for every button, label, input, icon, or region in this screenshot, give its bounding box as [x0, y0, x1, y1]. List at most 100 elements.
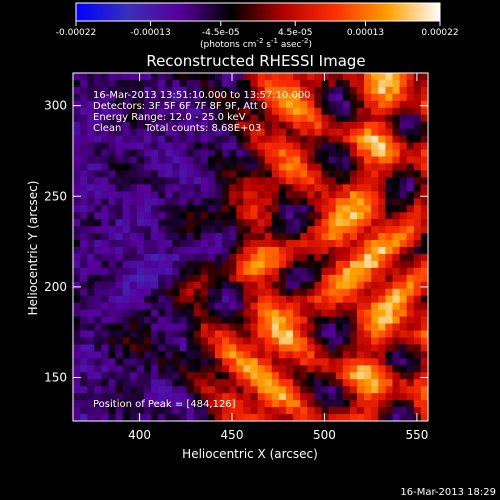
heatmap-cell [307, 219, 315, 227]
heatmap-cell [73, 372, 81, 380]
heatmap-cell [392, 114, 400, 123]
heatmap-cell [144, 142, 152, 150]
heatmap-cell [392, 177, 400, 185]
heatmap-cell [87, 156, 95, 164]
heatmap-cell [293, 358, 301, 366]
heatmap-cell [101, 240, 109, 248]
heatmap-cell [314, 100, 322, 109]
heatmap-cell [200, 407, 209, 415]
heatmap-cell [413, 247, 422, 255]
heatmap-cell [158, 86, 166, 95]
heatmap-cell [293, 414, 301, 421]
heatmap-cell [335, 267, 344, 276]
heatmap-cell [399, 205, 408, 213]
heatmap-cell [115, 219, 124, 227]
heatmap-cell [108, 393, 116, 401]
heatmap-cell [286, 309, 294, 317]
heatmap-cell [364, 393, 372, 401]
heatmap-cell [371, 100, 379, 109]
heatmap-cell [215, 309, 223, 317]
heatmap-cell [392, 267, 400, 276]
heatmap-cell [207, 184, 216, 192]
heatmap-cell [335, 135, 344, 143]
heatmap-cell [392, 170, 400, 178]
heatmap-cell [257, 114, 266, 123]
heatmap-cell [349, 267, 358, 276]
heatmap-cell [250, 233, 258, 241]
heatmap-cell [257, 323, 266, 331]
heatmap-cell [406, 302, 415, 311]
heatmap-cell [186, 93, 195, 102]
heatmap-cell [321, 379, 329, 387]
heatmap-cell [371, 260, 379, 269]
heatmap-cell [286, 295, 294, 304]
heatmap-cell [87, 121, 95, 130]
heatmap-cell [321, 253, 329, 262]
heatmap-cell [413, 288, 422, 297]
heatmap-cell [413, 400, 422, 408]
heatmap-cell [215, 100, 223, 109]
heatmap-cell [293, 212, 301, 220]
heatmap-cell [243, 198, 251, 206]
heatmap-cell [215, 156, 223, 164]
heatmap-cell [165, 226, 173, 234]
heatmap-cell [200, 233, 209, 241]
heatmap-cell [215, 233, 223, 241]
heatmap-cell [406, 73, 415, 81]
heatmap-cell [165, 149, 173, 157]
heatmap-cell [293, 107, 301, 116]
heatmap-cell [378, 191, 386, 199]
heatmap-cell [101, 379, 109, 387]
heatmap-cell [165, 205, 173, 213]
heatmap-cell [122, 414, 131, 421]
heatmap-cell [300, 114, 308, 123]
heatmap-cell [364, 316, 372, 324]
heatmap-cell [420, 365, 428, 373]
heatmap-cell [136, 86, 145, 95]
heatmap-cell [399, 107, 408, 116]
heatmap-cell [73, 302, 81, 311]
heatmap-cell [193, 205, 202, 213]
heatmap-cell [293, 393, 301, 401]
heatmap-cell [94, 219, 102, 227]
heatmap-cell [80, 233, 88, 241]
heatmap-cell [229, 316, 237, 324]
heatmap-cell [115, 135, 124, 143]
heatmap-cell [243, 351, 251, 359]
heatmap-cell [193, 184, 202, 192]
heatmap-cell [342, 79, 351, 88]
heatmap-cell [243, 330, 251, 338]
heatmap-cell [321, 191, 329, 199]
heatmap-cell [271, 86, 280, 95]
heatmap-cell [364, 407, 372, 415]
heatmap-cell [307, 330, 315, 338]
heatmap-cell [406, 288, 415, 297]
energy-range-text: Energy Range: 12.0 - 25.0 keV [93, 112, 246, 123]
heatmap-cell [151, 358, 159, 366]
heatmap-cell [250, 247, 258, 255]
heatmap-cell [271, 135, 280, 143]
heatmap-cell [87, 191, 95, 199]
heatmap-cell [129, 393, 138, 401]
heatmap-cell [207, 86, 216, 95]
heatmap-cell [186, 358, 195, 366]
heatmap-cell [87, 128, 95, 137]
heatmap-cell [193, 253, 202, 262]
heatmap-cell [236, 73, 244, 81]
heatmap-cell [207, 407, 216, 415]
heatmap-cell [243, 184, 251, 192]
heatmap-cell [349, 386, 358, 394]
heatmap-cell [94, 86, 102, 95]
heatmap-cell [172, 114, 180, 123]
heatmap-cell [349, 149, 358, 157]
heatmap-cell [172, 247, 180, 255]
heatmap-cell [357, 288, 365, 297]
heatmap-cell [101, 295, 109, 304]
heatmap-cell [257, 191, 266, 199]
heatmap-cell [328, 114, 337, 123]
heatmap-cell [122, 316, 131, 324]
heatmap-cell [364, 100, 372, 109]
heatmap-cell [215, 170, 223, 178]
heatmap-cell [293, 156, 301, 164]
heatmap-cell [278, 274, 287, 283]
